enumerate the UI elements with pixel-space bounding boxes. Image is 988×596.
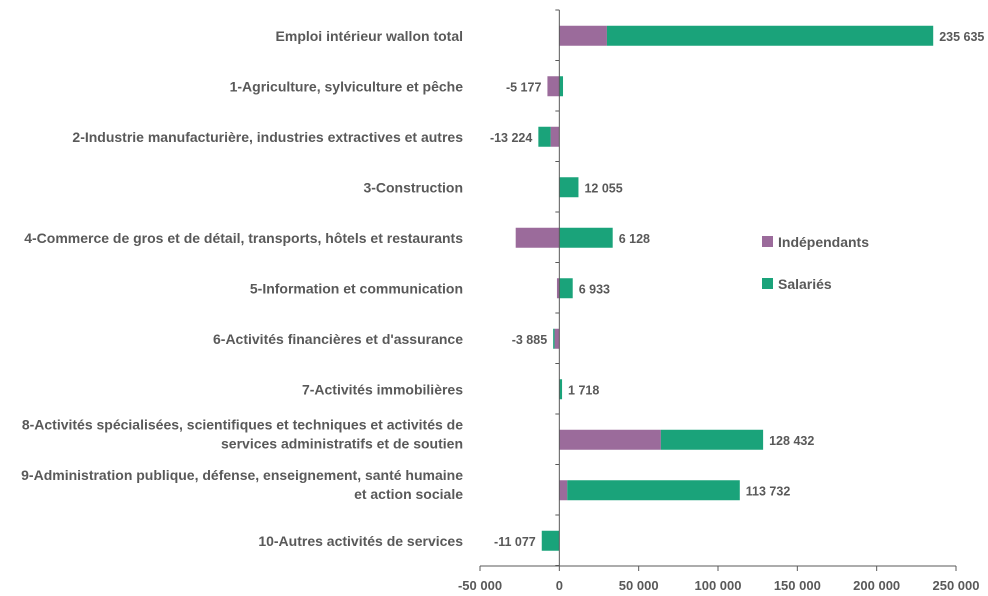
- category-label-10: 10-Autres activités de services: [258, 533, 463, 549]
- category-label-8-line-0: 8-Activités spécialisées, scientifiques …: [22, 416, 463, 432]
- data-label-10: -11 077: [494, 535, 536, 549]
- category-label-6: 6-Activités financières et d'assurance: [213, 331, 463, 347]
- category-label-5: 5-Information et communication: [250, 280, 463, 296]
- x-tick-label-0: -50 000: [458, 578, 502, 593]
- category-label-3: 3-Construction: [363, 179, 463, 195]
- bar-salaries-3: [559, 177, 579, 198]
- axes-layer: -50 000 0 50 000 100 000 150 000 200 000 250 0…: [458, 9, 980, 593]
- labels-layer: Emploi intérieur wallon total 235 635 1-Ag…: [21, 28, 984, 549]
- category-label-0: Emploi intérieur wallon total: [276, 28, 463, 44]
- data-label-8: 128 432: [769, 434, 814, 448]
- x-tick-label-4: 150 000: [774, 578, 821, 593]
- bar-salaries-6: [553, 328, 555, 349]
- bar-salaries-7: [559, 379, 563, 400]
- bar-salaries-5: [559, 278, 573, 299]
- category-label-9-line-0: 9-Administration publique, défense, ense…: [21, 467, 463, 483]
- category-label-9-line-1: et action sociale: [354, 486, 463, 502]
- bar-salaries-10: [541, 530, 560, 551]
- bar-independants-8: [559, 429, 661, 450]
- x-tick-label-3: 100 000: [695, 578, 742, 593]
- bar-independants-4: [515, 227, 560, 248]
- data-label-4: 6 128: [619, 232, 650, 246]
- legend-label-salaries: Salariés: [778, 276, 832, 292]
- legend: Indépendants Salariés: [762, 234, 869, 292]
- x-tick-label-1: 0: [556, 578, 563, 593]
- x-tick-label-5: 200 000: [853, 578, 900, 593]
- bars-layer: [515, 25, 934, 551]
- bar-independants-5: [556, 278, 560, 299]
- bar-salaries-8: [660, 429, 764, 450]
- category-label-8-line-1: services administratifs et de soutien: [221, 435, 463, 451]
- legend-label-independants: Indépendants: [778, 234, 869, 250]
- legend-swatch-salaries: [762, 278, 773, 289]
- category-label-2: 2-Industrie manufacturière, industries e…: [72, 129, 463, 145]
- bar-salaries-0: [606, 25, 934, 46]
- data-label-7: 1 718: [568, 383, 599, 397]
- data-label-1: -5 177: [506, 80, 541, 94]
- category-label-7: 7-Activités immobilières: [302, 381, 463, 397]
- data-label-5: 6 933: [579, 282, 610, 296]
- bar-independants-9: [559, 480, 568, 501]
- x-tick-label-2: 50 000: [619, 578, 659, 593]
- bar-independants-0: [559, 25, 607, 46]
- bar-independants-2: [550, 126, 560, 147]
- x-tick-label-6: 250 000: [933, 578, 980, 593]
- bar-salaries-4: [559, 227, 613, 248]
- bar-salaries-1: [559, 76, 564, 97]
- data-label-0: 235 635: [939, 30, 984, 44]
- data-label-6: -3 885: [512, 333, 547, 347]
- bar-salaries-9: [567, 480, 740, 501]
- bar-salaries-2: [538, 126, 551, 147]
- legend-swatch-independants: [762, 236, 773, 247]
- category-label-4: 4-Commerce de gros et de détail, transpo…: [24, 230, 463, 246]
- data-label-3: 12 055: [584, 181, 622, 195]
- category-label-1: 1-Agriculture, sylviculture et pêche: [230, 78, 464, 94]
- bar-independants-1: [547, 76, 560, 97]
- data-label-9: 113 732: [746, 484, 791, 498]
- data-label-2: -13 224: [490, 131, 532, 145]
- bar-independants-6: [554, 328, 560, 349]
